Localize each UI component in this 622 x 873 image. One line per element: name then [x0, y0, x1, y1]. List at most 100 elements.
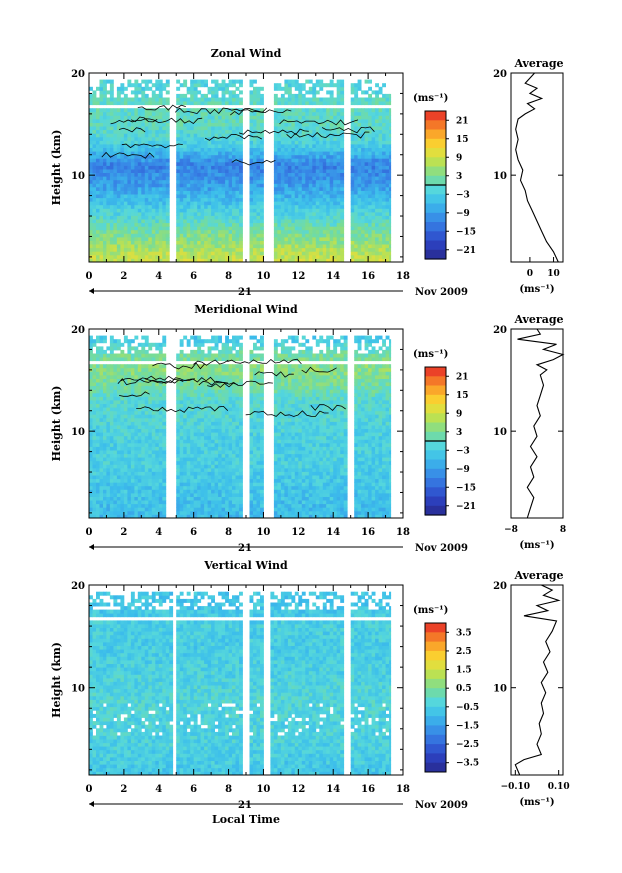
heatmap-cell [162, 503, 167, 508]
heatmap-cell [123, 353, 128, 358]
heatmap-cell [333, 194, 338, 199]
heatmap-cell [127, 154, 132, 159]
heatmap-cell [350, 129, 355, 134]
heatmap-cell [106, 493, 111, 497]
heatmap-cell [197, 172, 202, 177]
heatmap-cell [92, 226, 97, 231]
heatmap-cell [106, 258, 111, 263]
heatmap-cell [96, 111, 100, 116]
heatmap-cell [207, 158, 212, 163]
heatmap-cell [123, 237, 128, 241]
heatmap-cell [375, 172, 379, 177]
heatmap-cell [361, 129, 365, 134]
heatmap-cell [158, 464, 163, 469]
heatmap-cell [322, 101, 327, 106]
heatmap-cell [225, 240, 229, 245]
heatmap-cell [204, 151, 208, 156]
heatmap-cell [214, 176, 219, 181]
heatmap-cell [333, 254, 338, 259]
heatmap-cell [382, 97, 386, 102]
heatmap-cell [96, 400, 100, 404]
heatmap-cell [354, 233, 359, 238]
heatmap-cell [336, 204, 341, 209]
heatmap-cell [207, 201, 212, 206]
heatmap-cell [106, 197, 111, 202]
heatmap-cell [96, 154, 100, 159]
heatmap-cell [291, 237, 296, 241]
heatmap-cell [336, 83, 341, 88]
heatmap-cell [123, 154, 128, 159]
heatmap-cell [319, 254, 324, 259]
heatmap-cell [197, 190, 202, 195]
heatmap-cell [106, 475, 111, 480]
heatmap-cell [137, 400, 142, 404]
heatmap-cell [134, 353, 139, 358]
heatmap-cell [130, 503, 135, 508]
heatmap-cell [127, 417, 132, 422]
heatmap-cell [239, 254, 243, 259]
heatmap-cell [253, 240, 257, 245]
heatmap-cell [99, 83, 104, 88]
heatmap-cell [218, 237, 222, 241]
heatmap-cell [130, 339, 135, 344]
heatmap-cell [162, 201, 167, 206]
heatmap-cell [127, 489, 132, 494]
heatmap-cell [127, 129, 132, 134]
heatmap-cell [165, 176, 170, 181]
heatmap-cell [109, 396, 114, 401]
heatmap-cell [235, 208, 240, 213]
heatmap-cell [151, 151, 156, 156]
heatmap-cell [301, 219, 306, 224]
heatmap-cell [354, 133, 359, 138]
heatmap-cell [200, 158, 205, 163]
heatmap-cell [214, 83, 219, 88]
heatmap-cell [141, 108, 146, 113]
heatmap-cell [218, 190, 222, 195]
heatmap-cell [308, 233, 313, 238]
heatmap-cell [326, 226, 331, 231]
heatmap-cell [96, 133, 100, 138]
heatmap-cell [329, 119, 334, 123]
heatmap-cell [151, 254, 156, 259]
heatmap-cell [158, 226, 163, 231]
heatmap-cell [162, 442, 167, 447]
heatmap-cell [364, 179, 369, 184]
heatmap-cell [158, 144, 163, 148]
heatmap-cell [305, 140, 310, 145]
heatmap-cell [225, 165, 229, 170]
heatmap-cell [165, 115, 170, 120]
heatmap-cell [305, 111, 310, 116]
heatmap-cell [214, 90, 219, 95]
heatmap-cell [200, 122, 205, 127]
heatmap-cell [368, 222, 372, 227]
heatmap-cell [134, 226, 139, 231]
heatmap-cell [232, 165, 236, 170]
heatmap-cell [211, 86, 215, 91]
heatmap-cell [371, 190, 376, 195]
heatmap-cell [204, 93, 208, 98]
heatmap-cell [151, 208, 156, 213]
heatmap-cell [256, 144, 261, 148]
heatmap-cell [253, 237, 257, 241]
heatmap-cell [287, 244, 292, 249]
heatmap-cell [176, 183, 181, 188]
heatmap-cell [284, 197, 289, 202]
heatmap-cell [89, 428, 93, 433]
heatmap-cell [298, 161, 303, 166]
heatmap-cell [130, 126, 135, 131]
heatmap-cell [207, 111, 212, 116]
heatmap-cell [144, 211, 149, 216]
heatmap-cell [190, 222, 195, 227]
heatmap-cell [193, 258, 198, 263]
heatmap-cell [116, 514, 121, 519]
heatmap-cell [144, 482, 149, 487]
heatmap-cell [96, 335, 100, 340]
heatmap-cell [364, 165, 369, 170]
heatmap-cell [103, 176, 107, 181]
day-label: 21 [238, 287, 252, 298]
heatmap-cell [273, 165, 278, 170]
heatmap-cell [225, 197, 229, 202]
heatmap-cell [116, 485, 121, 490]
heatmap-cell [96, 346, 100, 351]
heatmap-cell [151, 197, 156, 202]
